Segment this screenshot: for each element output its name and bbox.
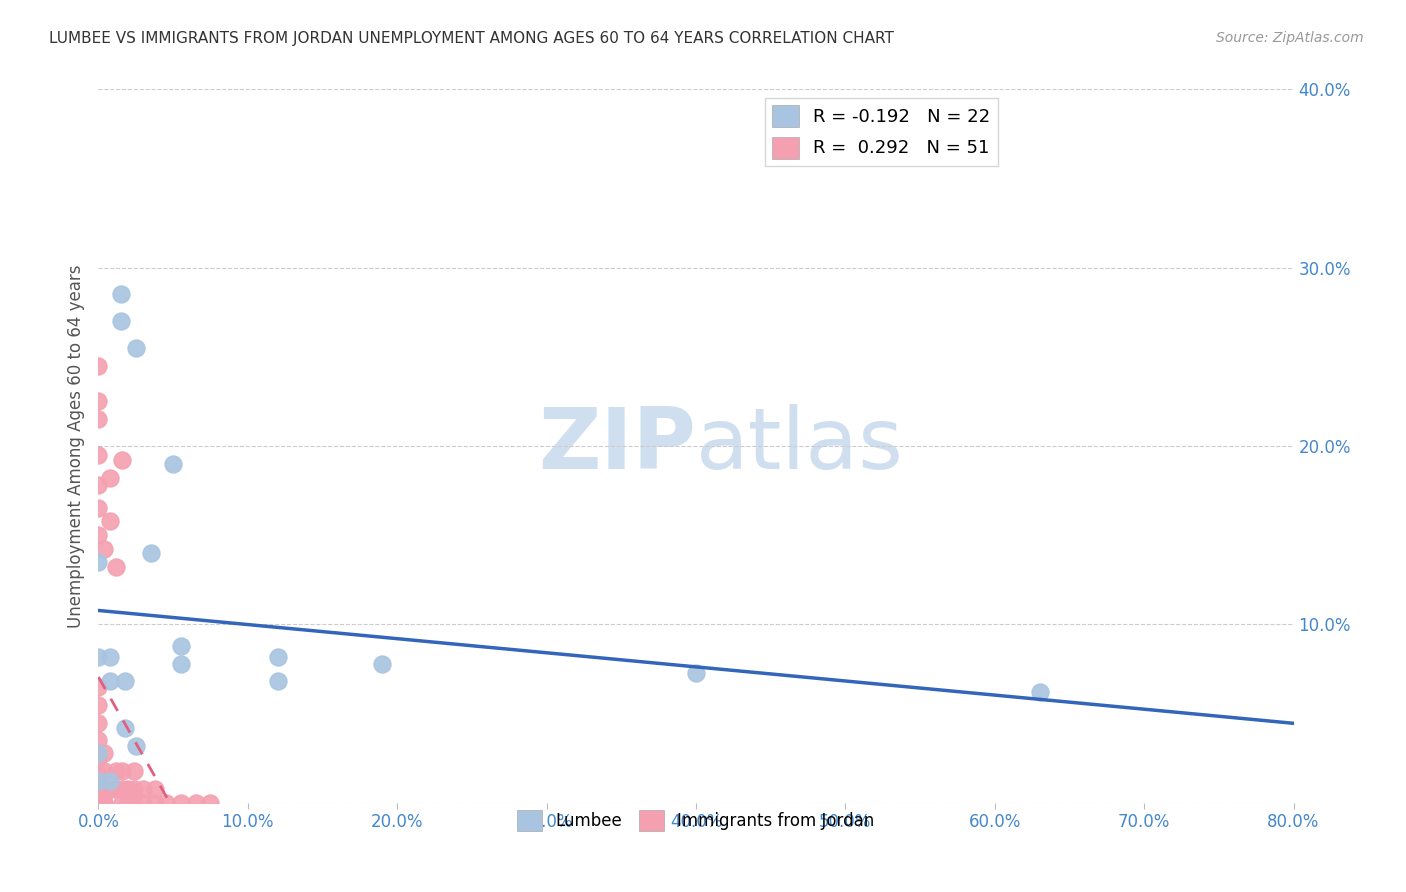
Point — [93, 542, 115, 557]
Point — [114, 674, 136, 689]
Point — [111, 796, 134, 810]
Point — [87, 774, 110, 789]
Point — [117, 781, 139, 796]
Y-axis label: Unemployment Among Ages 60 to 64 years: Unemployment Among Ages 60 to 64 years — [66, 264, 84, 628]
Point — [93, 781, 115, 796]
Point — [93, 746, 115, 760]
Point — [87, 412, 110, 426]
Point — [87, 698, 110, 712]
Point — [87, 781, 110, 796]
Point — [132, 781, 155, 796]
Point — [93, 764, 115, 778]
Point — [1028, 685, 1050, 699]
Point — [105, 764, 128, 778]
Point — [143, 796, 166, 810]
Point — [87, 649, 110, 664]
Point — [169, 796, 191, 810]
Point — [111, 781, 134, 796]
Point — [124, 764, 146, 778]
Legend: Lumbee, Immigrants from Jordan: Lumbee, Immigrants from Jordan — [510, 804, 882, 838]
Point — [87, 781, 110, 796]
Point — [117, 796, 139, 810]
Point — [93, 796, 115, 810]
Text: atlas: atlas — [696, 404, 904, 488]
Point — [200, 796, 222, 810]
Point — [87, 733, 110, 747]
Point — [184, 796, 207, 810]
Point — [87, 715, 110, 730]
Point — [105, 560, 128, 574]
Point — [87, 478, 110, 492]
Point — [87, 528, 110, 542]
Point — [162, 457, 184, 471]
Point — [98, 649, 122, 664]
Point — [685, 665, 707, 680]
Point — [98, 781, 122, 796]
Point — [98, 674, 122, 689]
Point — [111, 453, 134, 467]
Point — [124, 796, 146, 810]
Point — [132, 796, 155, 810]
Point — [87, 680, 110, 694]
Point — [93, 781, 115, 796]
Point — [105, 781, 128, 796]
Point — [87, 501, 110, 516]
Text: LUMBEE VS IMMIGRANTS FROM JORDAN UNEMPLOYMENT AMONG AGES 60 TO 64 YEARS CORRELAT: LUMBEE VS IMMIGRANTS FROM JORDAN UNEMPLO… — [49, 31, 894, 46]
Point — [87, 767, 110, 781]
Point — [87, 751, 110, 765]
Point — [139, 546, 162, 560]
Point — [110, 314, 132, 328]
Point — [267, 649, 290, 664]
Point — [87, 796, 110, 810]
Point — [111, 764, 134, 778]
Point — [87, 448, 110, 462]
Point — [98, 471, 122, 485]
Point — [87, 767, 110, 781]
Point — [98, 514, 122, 528]
Point — [169, 639, 191, 653]
Point — [93, 796, 115, 810]
Point — [87, 796, 110, 810]
Point — [87, 359, 110, 373]
Point — [87, 746, 110, 760]
Point — [110, 287, 132, 301]
Point — [87, 796, 110, 810]
Point — [267, 674, 290, 689]
Point — [114, 721, 136, 735]
Point — [98, 781, 122, 796]
Point — [125, 341, 148, 355]
Point — [125, 739, 148, 753]
Point — [371, 657, 394, 671]
Point — [87, 555, 110, 569]
Text: ZIP: ZIP — [538, 404, 696, 488]
Point — [98, 774, 122, 789]
Point — [169, 657, 191, 671]
Point — [143, 781, 166, 796]
Point — [87, 781, 110, 796]
Point — [124, 781, 146, 796]
Point — [87, 394, 110, 409]
Text: Source: ZipAtlas.com: Source: ZipAtlas.com — [1216, 31, 1364, 45]
Point — [155, 796, 177, 810]
